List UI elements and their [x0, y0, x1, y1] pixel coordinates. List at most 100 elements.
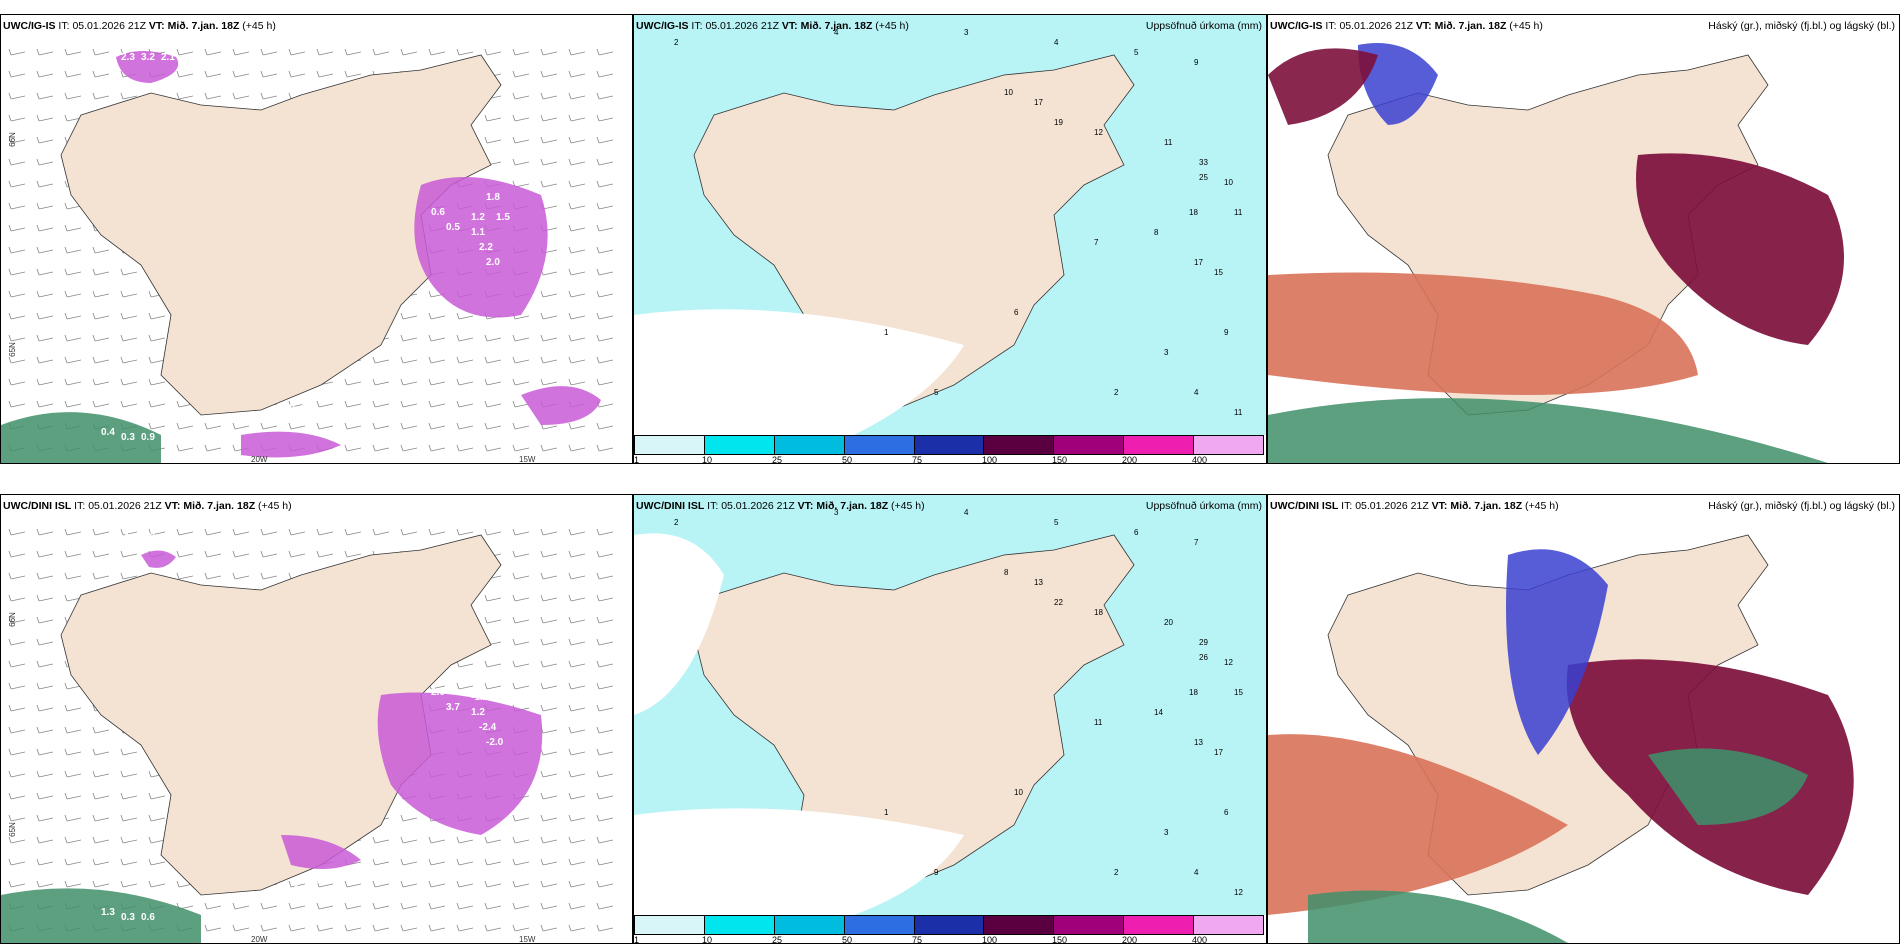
- wind-barb: [92, 92, 110, 100]
- wind-barb: [540, 312, 558, 320]
- wind-barb: [8, 246, 26, 254]
- wind-barb: [120, 814, 138, 822]
- wind-barb: [64, 268, 82, 276]
- wind-barb: [568, 422, 586, 430]
- precip-value: 4: [834, 28, 839, 37]
- precip-magenta-se: [241, 431, 341, 458]
- colorbar-label: 1: [634, 935, 640, 945]
- wind-barb: [484, 924, 502, 932]
- wind-barb: [428, 858, 446, 866]
- wind-barb: [568, 356, 586, 364]
- wind-barb: [260, 550, 278, 558]
- wind-temp-panel-row2: UWC/DINI ISL IT: 05.01.2026 21Z VT: Mið.…: [0, 494, 633, 944]
- wind-barb: [456, 682, 474, 690]
- precip-value: 8: [1154, 228, 1159, 237]
- temp-value: 2.1: [161, 52, 175, 63]
- wind-barb: [8, 880, 26, 888]
- wind-barb: [596, 312, 614, 320]
- colorbar-label: 75: [912, 455, 923, 465]
- temp-labels: -1.1 0.8 1.3 2.03.7 -1.2 0.6 -1.3 1.2 -2.4 -2.0 -1…: [101, 532, 510, 923]
- temp-value: 0.5: [446, 222, 460, 233]
- wind-barb: [568, 444, 586, 452]
- wind-barb: [596, 136, 614, 144]
- wind-barb: [120, 378, 138, 386]
- precip-value: 9: [1224, 328, 1229, 337]
- wind-barb: [36, 180, 54, 188]
- wind-barb: [232, 70, 250, 78]
- wind-barb: [512, 70, 530, 78]
- wind-barb: [344, 70, 362, 78]
- wind-barb: [512, 334, 530, 342]
- wind-barb: [204, 70, 222, 78]
- wind-barb: [568, 70, 586, 78]
- wind-barb: [8, 158, 26, 166]
- wind-barb: [596, 246, 614, 254]
- wind-barb: [400, 378, 418, 386]
- wind-barb: [568, 268, 586, 276]
- wind-barb: [456, 858, 474, 866]
- wind-barb: [92, 792, 110, 800]
- wind-barb: [8, 180, 26, 188]
- wind-barb: [36, 48, 54, 56]
- wind-barb: [372, 528, 390, 536]
- wind-barb: [288, 400, 306, 408]
- precip-value: 13: [1194, 738, 1203, 747]
- wind-barb: [484, 902, 502, 910]
- precip-value: 19: [1054, 118, 1063, 127]
- wind-barb: [372, 880, 390, 888]
- temp-value: -1.3: [281, 882, 299, 893]
- wind-barb: [484, 528, 502, 536]
- wind-barb: [596, 616, 614, 624]
- wind-barb: [204, 48, 222, 56]
- colorbar-segment: [1124, 436, 1195, 454]
- colorbar-segment: [844, 436, 915, 454]
- wind-barb: [372, 48, 390, 56]
- wind-barb: [36, 660, 54, 668]
- cloud-panel-row1: UWC/IG-IS IT: 05.01.2026 21Z VT: Mið. 7.…: [1267, 14, 1900, 464]
- wind-barb: [36, 70, 54, 78]
- temp-value: 1.0: [281, 402, 295, 413]
- wind-barb: [596, 550, 614, 558]
- wind-barb: [148, 858, 166, 866]
- wind-barb: [64, 400, 82, 408]
- wind-barb: [204, 422, 222, 430]
- wind-barb: [64, 550, 82, 558]
- temp-labels: 2.3 3.2 2.10.60.51.2 1.51.81.12.22.00.51.00…: [101, 52, 510, 443]
- wind-barb: [8, 202, 26, 210]
- precip-value: 20: [1164, 618, 1173, 627]
- wind-barb: [484, 334, 502, 342]
- cloud-map: [1268, 495, 1899, 943]
- wind-barb: [372, 422, 390, 430]
- wind-barb: [428, 444, 446, 452]
- wind-barb: [596, 528, 614, 536]
- colorbar-label: 100: [982, 935, 998, 945]
- precip-value: 22: [1054, 598, 1063, 607]
- wind-barb: [120, 312, 138, 320]
- cloud-low-green-s: [1308, 890, 1568, 943]
- precip-value: 3: [1164, 828, 1169, 837]
- wind-barb: [36, 400, 54, 408]
- precip-value: 11: [1094, 718, 1103, 727]
- wind-barb: [428, 378, 446, 386]
- wind-barb: [540, 114, 558, 122]
- wind-barb: [596, 858, 614, 866]
- wind-barb: [568, 792, 586, 800]
- temp-value: 1.5: [496, 212, 510, 223]
- wind-barb: [288, 924, 306, 932]
- wind-barb: [92, 858, 110, 866]
- wind-barb: [8, 528, 26, 536]
- wind-barb: [204, 572, 222, 580]
- wind-barb: [64, 880, 82, 888]
- wind-barb: [568, 902, 586, 910]
- wind-barb: [568, 224, 586, 232]
- wind-barb: [428, 880, 446, 888]
- wind-barb: [316, 48, 334, 56]
- wind-barb: [288, 70, 306, 78]
- wind-barb: [232, 550, 250, 558]
- temp-value: 0.3: [121, 432, 135, 443]
- wind-barb: [568, 836, 586, 844]
- wind-barb: [540, 92, 558, 100]
- wind-barb: [568, 682, 586, 690]
- wind-barb: [596, 748, 614, 756]
- precip-value: 18: [1189, 688, 1198, 697]
